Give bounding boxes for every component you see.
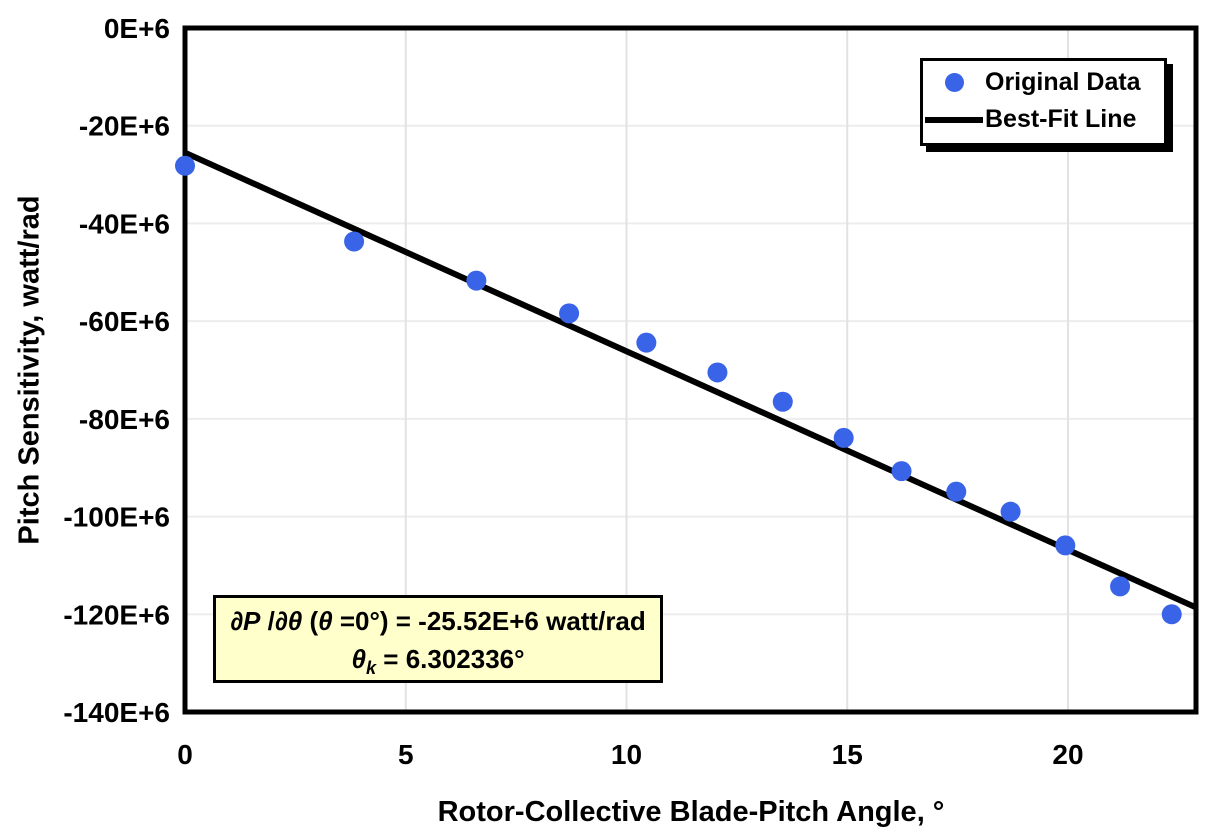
data-point [344, 231, 365, 252]
partial-theta-symbol: ∂θ [274, 606, 303, 636]
line-marker-icon [925, 116, 983, 123]
scatter-marker-icon [944, 73, 964, 92]
legend-item-original-data: Original Data [923, 64, 1164, 101]
x-tick-label: 5 [398, 739, 414, 770]
theta-k-subscript: k [365, 658, 377, 679]
annotation-line-2: θk = 6.302336° [216, 640, 660, 687]
legend-label-best-fit-line: Best-Fit Line [985, 105, 1137, 133]
data-point [636, 332, 657, 353]
data-point [1161, 604, 1182, 625]
data-point [707, 362, 728, 383]
legend-marker-cell [923, 73, 985, 92]
x-tick-label: 0 [177, 739, 193, 770]
data-point [559, 303, 580, 324]
y-tick-label: -80E+6 [79, 404, 170, 435]
theta-symbol: θ [351, 644, 366, 674]
theta-k-value: = 6.302336° [376, 644, 525, 674]
x-tick-label: 10 [611, 739, 642, 770]
y-axis-title: Pitch Sensitivity, watt/rad [13, 195, 46, 545]
legend-marker-cell [923, 116, 985, 123]
legend-item-best-fit-line: Best-Fit Line [923, 101, 1164, 138]
plot-border [182, 25, 1199, 715]
y-tick-label: -40E+6 [79, 208, 170, 239]
data-point [946, 481, 967, 502]
annotation-line-1: ∂P /∂θ (θ =0°) = -25.52E+6 watt/rad [216, 602, 660, 640]
data-point [891, 461, 912, 482]
legend-label-original-data: Original Data [985, 68, 1141, 96]
y-tick-label: -140E+6 [63, 697, 170, 728]
partial-P-symbol: ∂P [230, 606, 261, 636]
data-point [466, 270, 487, 291]
y-tick-label: -100E+6 [63, 502, 170, 533]
pitch-sensitivity-value: =0°) = -25.52E+6 watt/rad [332, 606, 646, 636]
x-tick-label: 15 [832, 739, 863, 770]
data-point [772, 391, 793, 412]
legend: Original Data Best-Fit Line [920, 58, 1167, 146]
x-tick-label: 20 [1052, 739, 1083, 770]
data-point [1055, 535, 1076, 556]
data-point [833, 427, 854, 448]
data-point [1110, 576, 1131, 597]
data-point [175, 155, 195, 176]
y-tick-label: 0E+6 [104, 13, 170, 44]
y-tick-label: -120E+6 [63, 599, 170, 630]
theta-symbol: θ [318, 606, 333, 636]
paren: ( [302, 606, 319, 636]
slash: / [260, 606, 275, 636]
x-axis-title: Rotor-Collective Blade-Pitch Angle, ° [437, 796, 945, 828]
y-tick-label: -20E+6 [79, 111, 170, 142]
annotation-box: ∂P /∂θ (θ =0°) = -25.52E+6 watt/rad θk =… [213, 595, 663, 683]
best-fit-line [183, 149, 1198, 611]
y-tick-label: -60E+6 [79, 306, 170, 337]
data-point [1000, 501, 1021, 522]
